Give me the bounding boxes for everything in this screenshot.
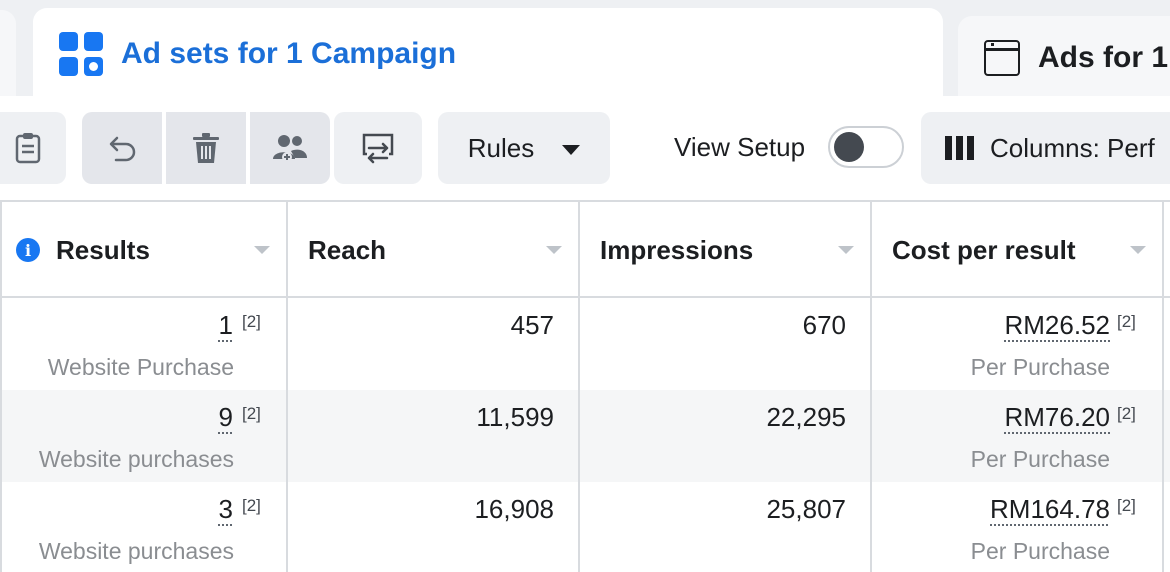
view-setup-label: View Setup <box>674 132 806 162</box>
column-divider[interactable] <box>286 202 288 572</box>
footnote: [2] <box>1117 496 1136 515</box>
tab-previous-edge[interactable] <box>0 10 16 96</box>
cost-value[interactable]: RM164.78 <box>990 494 1110 524</box>
cost-value[interactable]: RM76.20 <box>1004 402 1111 432</box>
toggle-knob <box>834 132 864 162</box>
grid-icon <box>59 32 103 76</box>
column-divider[interactable] <box>1162 202 1164 572</box>
footnote: [2] <box>1117 404 1136 423</box>
tab-ad-sets[interactable]: Ad sets for 1 Campaign <box>33 8 943 100</box>
trash-icon <box>192 132 220 164</box>
column-header-label: Cost per result <box>892 234 1076 265</box>
cost-type: Per Purchase <box>970 446 1110 472</box>
impressions-value: 25,807 <box>766 494 846 524</box>
impressions-value: 670 <box>802 310 846 340</box>
results-value[interactable]: 3 <box>218 494 233 524</box>
column-divider[interactable] <box>578 202 580 572</box>
delete-button[interactable] <box>166 112 246 184</box>
view-setup-toggle[interactable] <box>828 126 904 168</box>
share-button[interactable] <box>250 112 330 184</box>
footnote: [2] <box>1117 312 1136 331</box>
results-table: 1 [2] Website Purchase 457 670 RM26.52 [… <box>0 200 1170 572</box>
reach-value: 457 <box>510 310 554 340</box>
undo-button[interactable] <box>82 112 162 184</box>
cost-value[interactable]: RM26.52 <box>1004 310 1111 340</box>
footnote: [2] <box>242 496 261 515</box>
reach-value: 11,599 <box>476 402 554 432</box>
window-icon <box>984 40 1020 76</box>
column-header-label: Reach <box>308 234 387 265</box>
ab-test-button[interactable] <box>334 112 422 184</box>
column-header-cost-per-result[interactable]: Cost per result <box>892 202 1076 298</box>
swap-screen-icon <box>361 132 395 164</box>
tab-ad-sets-label: Ad sets for 1 Campaign <box>121 37 457 70</box>
impressions-value: 22,295 <box>766 402 846 432</box>
tab-bar: Ad sets for 1 Campaign Ads for 1 <box>0 0 1170 100</box>
column-header-impressions[interactable]: Impressions <box>600 202 753 298</box>
tab-ads-label: Ads for 1 <box>1038 41 1169 74</box>
cost-type: Per Purchase <box>970 538 1110 564</box>
column-divider <box>0 202 2 572</box>
sort-caret-icon[interactable] <box>1130 246 1146 254</box>
clipboard-icon <box>15 132 41 164</box>
columns-icon <box>945 136 974 160</box>
results-value[interactable]: 1 <box>218 310 233 340</box>
tab-ads[interactable]: Ads for 1 <box>958 16 1170 96</box>
table-header: i Results Reach Impressions Cost per res… <box>0 202 1170 298</box>
results-value[interactable]: 9 <box>218 402 233 432</box>
toolbar: Rules View Setup Columns: Perf <box>0 96 1170 200</box>
column-divider[interactable] <box>870 202 872 572</box>
cost-type: Per Purchase <box>970 354 1110 380</box>
rules-dropdown[interactable]: Rules <box>438 112 610 184</box>
table-row[interactable]: 3 [2] Website purchases 16,908 25,807 RM… <box>0 482 1170 572</box>
columns-label: Columns: Perf <box>990 132 1155 163</box>
column-header-label: Impressions <box>600 234 754 265</box>
column-header-reach[interactable]: Reach <box>308 202 386 298</box>
results-type: Website Purchase <box>47 354 234 380</box>
table-row[interactable]: 1 [2] Website Purchase 457 670 RM26.52 [… <box>0 298 1170 390</box>
results-type: Website purchases <box>38 446 234 472</box>
sort-caret-icon[interactable] <box>254 246 270 254</box>
info-icon[interactable]: i <box>16 238 40 262</box>
column-header-label: Results <box>56 234 150 265</box>
reach-value: 16,908 <box>474 494 554 524</box>
results-type: Website purchases <box>38 538 234 564</box>
paste-button[interactable] <box>0 112 66 184</box>
table-row[interactable]: 9 [2] Website purchases 11,599 22,295 RM… <box>0 390 1170 482</box>
caret-down-icon <box>562 145 581 155</box>
undo-icon <box>106 134 138 162</box>
column-header-results[interactable]: i Results <box>16 202 150 298</box>
sort-caret-icon[interactable] <box>838 246 854 254</box>
footnote: [2] <box>242 404 261 423</box>
people-add-icon <box>273 133 307 163</box>
footnote: [2] <box>242 312 261 331</box>
rules-label: Rules <box>467 132 535 163</box>
sort-caret-icon[interactable] <box>546 246 562 254</box>
columns-dropdown[interactable]: Columns: Perf <box>921 112 1170 184</box>
